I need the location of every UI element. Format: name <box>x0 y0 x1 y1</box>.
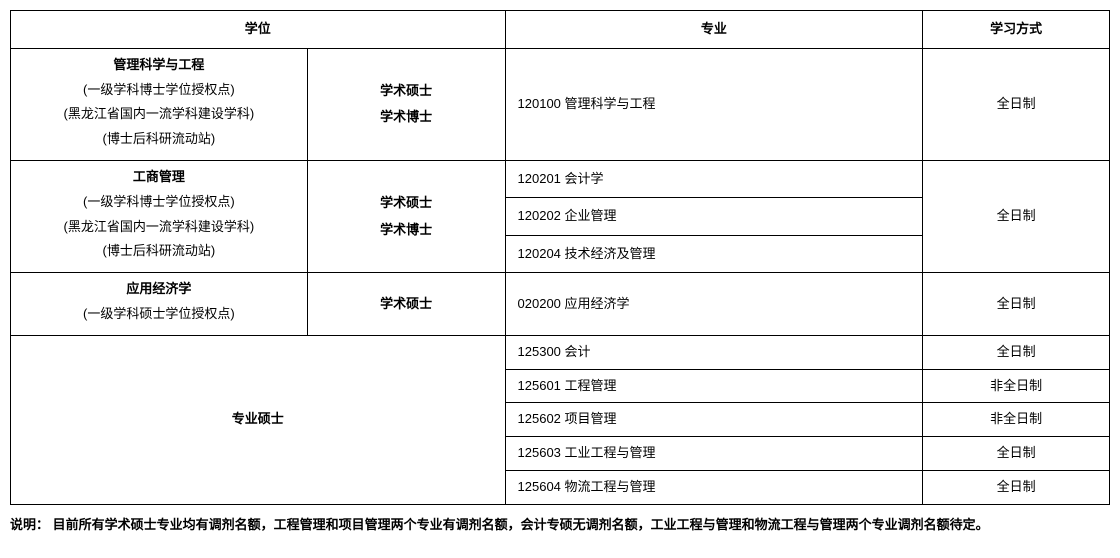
mode-cell: 非全日制 <box>923 369 1110 403</box>
table-row: 管理科学与工程 (一级学科博士学位授权点) (黑龙江省国内一流学科建设学科) (博士后… <box>11 48 1110 160</box>
degree-type: 学术硕士 <box>316 81 497 102</box>
major-cell: 020200 应用经济学 <box>505 273 923 336</box>
mode-cell: 非全日制 <box>923 403 1110 437</box>
major-cell: 125601 工程管理 <box>505 369 923 403</box>
major-cell: 120204 技术经济及管理 <box>505 235 923 272</box>
table-row: 专业硕士125300 会计全日制 <box>11 335 1110 369</box>
degree-type-cell: 学术硕士 <box>307 273 505 336</box>
header-mode: 学习方式 <box>923 11 1110 49</box>
note-text: 说明： 目前所有学术硕士专业均有调剂名额，工程管理和项目管理两个专业有调剂名额，… <box>10 513 1110 536</box>
major-cell: 120201 会计学 <box>505 160 923 197</box>
table-row: 工商管理(一级学科博士学位授权点)(黑龙江省国内一流学科建设学科)(博士后科研流… <box>11 160 1110 197</box>
mode-cell: 全日制 <box>923 273 1110 336</box>
discipline-sub: (博士后科研流动站) <box>19 241 299 262</box>
mode-cell: 全日制 <box>923 335 1110 369</box>
discipline-sub: (博士后科研流动站) <box>19 129 299 150</box>
major-cell: 125300 会计 <box>505 335 923 369</box>
degree-type-cell: 学术硕士学术博士 <box>307 48 505 160</box>
discipline-title: 应用经济学 <box>19 279 299 300</box>
header-major: 专业 <box>505 11 923 49</box>
major-cell: 120202 企业管理 <box>505 198 923 235</box>
degree-type: 学术硕士 <box>316 193 497 214</box>
discipline-sub: (黑龙江省国内一流学科建设学科) <box>19 104 299 125</box>
discipline-sub: (黑龙江省国内一流学科建设学科) <box>19 217 299 238</box>
discipline-cell: 工商管理 (一级学科博士学位授权点) (黑龙江省国内一流学科建设学科) (博士后科研流… <box>11 160 308 272</box>
prof-degree-cell: 专业硕士 <box>11 335 506 504</box>
mode-cell: 全日制 <box>923 437 1110 471</box>
table-row: 应用经济学 (一级学科硕士学位授权点) 学术硕士 020200 应用经济学全日制 <box>11 273 1110 336</box>
prof-degree-label: 专业硕士 <box>19 409 497 430</box>
degree-table: 学位 专业 学习方式 管理科学与工程 (一级学科博士学位授权点) (黑龙江省国内一流… <box>10 10 1110 505</box>
major-cell: 125604 物流工程与管理 <box>505 470 923 504</box>
header-degree: 学位 <box>11 11 506 49</box>
mode-cell: 全日制 <box>923 470 1110 504</box>
major-cell: 125602 项目管理 <box>505 403 923 437</box>
mode-cell: 全日制 <box>923 160 1110 272</box>
discipline-cell: 应用经济学 (一级学科硕士学位授权点) <box>11 273 308 336</box>
degree-type: 学术博士 <box>316 107 497 128</box>
degree-type-cell: 学术硕士学术博士 <box>307 160 505 272</box>
discipline-sub: (一级学科博士学位授权点) <box>19 192 299 213</box>
discipline-sub: (一级学科硕士学位授权点) <box>19 304 299 325</box>
discipline-title: 工商管理 <box>19 167 299 188</box>
degree-type: 学术硕士 <box>316 294 497 315</box>
major-cell: 125603 工业工程与管理 <box>505 437 923 471</box>
discipline-cell: 管理科学与工程 (一级学科博士学位授权点) (黑龙江省国内一流学科建设学科) (博士后… <box>11 48 308 160</box>
major-cell: 120100 管理科学与工程 <box>505 48 923 160</box>
degree-type: 学术博士 <box>316 220 497 241</box>
discipline-title: 管理科学与工程 <box>19 55 299 76</box>
header-row: 学位 专业 学习方式 <box>11 11 1110 49</box>
discipline-sub: (一级学科博士学位授权点) <box>19 80 299 101</box>
mode-cell: 全日制 <box>923 48 1110 160</box>
